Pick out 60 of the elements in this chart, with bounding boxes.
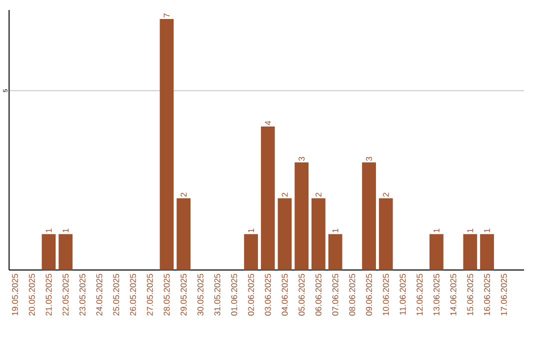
bar <box>430 234 444 270</box>
bar <box>480 234 494 270</box>
bar <box>278 198 292 270</box>
bar <box>312 198 326 270</box>
bar <box>260 126 275 270</box>
bar <box>244 234 258 270</box>
x-tick-label: 04.06.2025 <box>282 274 288 316</box>
data-label: 4 <box>264 120 271 126</box>
data-label: 2 <box>180 192 187 197</box>
x-tick-label: 03.06.2025 <box>264 274 271 316</box>
bar <box>42 234 56 270</box>
x-tick-label: 24.05.2025 <box>96 274 102 316</box>
bar <box>362 162 376 270</box>
x-tick-label: 26.05.2025 <box>130 274 136 316</box>
data-label: 3 <box>366 156 372 161</box>
data-label: 7 <box>164 13 170 18</box>
x-tick-label: 19.05.2025 <box>12 274 18 316</box>
data-label: 1 <box>332 228 338 232</box>
x-tick-label: 05.06.2025 <box>298 274 305 316</box>
x-tick-label: 30.05.2025 <box>197 274 204 316</box>
x-tick-label: 06.06.2025 <box>315 274 322 316</box>
bar <box>176 198 191 270</box>
x-tick-label: 09.06.2025 <box>366 274 372 316</box>
x-tick-label: 01.06.2025 <box>231 274 238 316</box>
data-label: 1 <box>467 228 474 232</box>
x-tick-label: 14.06.2025 <box>450 274 456 316</box>
x-tick-label: 27.05.2025 <box>146 274 153 316</box>
x-tick-label: 23.05.2025 <box>79 274 86 316</box>
x-tick-label: 31.05.2025 <box>214 274 220 316</box>
data-label: 2 <box>382 192 389 197</box>
data-label: 1 <box>434 228 440 232</box>
bar <box>58 234 73 270</box>
x-tick-label: 28.05.2025 <box>164 274 170 316</box>
x-tick-label: 13.06.2025 <box>433 274 440 316</box>
bar <box>328 234 342 270</box>
x-tick-label: 12.06.2025 <box>416 274 423 316</box>
data-label: 1 <box>248 228 254 232</box>
bar <box>378 198 393 270</box>
bar <box>160 18 174 270</box>
x-tick-label: 25.05.2025 <box>113 274 120 316</box>
x-tick-label: 15.06.2025 <box>467 274 474 316</box>
x-tick-label: 07.06.2025 <box>332 274 338 316</box>
data-label: 1 <box>46 228 52 232</box>
bar <box>294 162 309 270</box>
x-tick-label: 10.06.2025 <box>382 274 389 316</box>
x-tick-label: 21.05.2025 <box>46 274 52 316</box>
x-tick-label: 29.05.2025 <box>180 274 187 316</box>
data-label: 3 <box>298 156 305 161</box>
data-label: 2 <box>282 192 288 197</box>
data-label: 2 <box>315 192 322 197</box>
x-tick-label: 08.06.2025 <box>349 274 356 316</box>
x-tick-label: 02.06.2025 <box>248 274 254 316</box>
bar <box>463 234 478 270</box>
data-label: 1 <box>62 228 68 232</box>
data-label: 1 <box>484 228 490 232</box>
x-tick-label: 22.05.2025 <box>62 274 69 316</box>
x-tick-label: 20.05.2025 <box>28 274 35 316</box>
x-tick-label: 17.06.2025 <box>500 274 507 316</box>
x-tick-label: 11.06.2025 <box>400 274 406 315</box>
x-tick-label: 16.06.2025 <box>484 274 490 316</box>
